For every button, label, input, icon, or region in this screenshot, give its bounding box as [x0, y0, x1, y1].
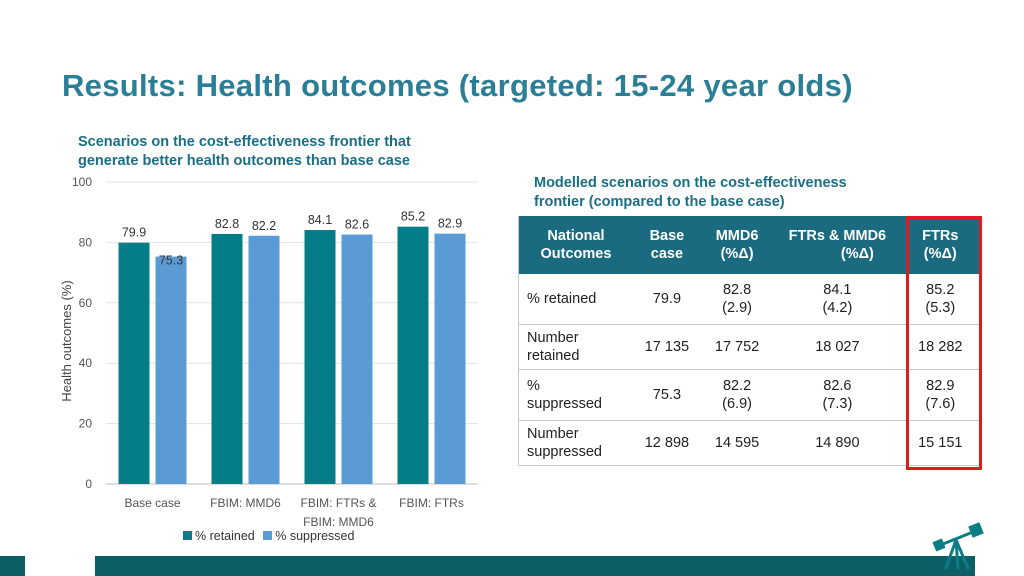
cell-mmd6: 82.2 (6.9): [700, 369, 774, 421]
cell-ftrs-mmd6: 18 027: [773, 324, 902, 370]
data-label-retained: 82.8: [215, 217, 239, 231]
y-tick-label: 80: [79, 235, 93, 249]
table-heading: Modelled scenarios on the cost-effective…: [534, 174, 847, 212]
table-header-row: National Outcomes Base case MMD6 (%Δ) FTRs …: [518, 216, 980, 274]
cell-mmd6: 14 595: [700, 420, 774, 466]
x-tick-label: Base case: [124, 496, 180, 510]
legend-item-retained: % retained: [183, 529, 258, 543]
row-label: % retained: [518, 274, 633, 325]
chart-legend: % retained % suppressed: [183, 529, 359, 543]
legend-swatch-retained: [183, 531, 192, 540]
x-tick-label: FBIM: MMD6: [210, 496, 281, 510]
telescope-icon: [932, 522, 984, 570]
cell-ftrs: 15 151: [901, 420, 980, 466]
cell-base: 75.3: [632, 369, 701, 421]
y-tick-label: 60: [79, 296, 93, 310]
x-tick-label: FBIM: FTRs &: [301, 496, 377, 510]
bar-suppressed: [341, 234, 373, 484]
bar-retained: [211, 233, 243, 484]
page-title: Results: Health outcomes (targeted: 15-2…: [62, 68, 853, 103]
cell-ftrs-mmd6: 82.6 (7.3): [773, 369, 902, 421]
cell-ftrs-mmd6: 84.1 (4.2): [773, 274, 902, 325]
bar-suppressed: [434, 233, 466, 484]
table-heading-line-2: frontier (compared to the base case): [534, 194, 785, 210]
health-outcomes-bar-chart: 0 20 40 60 80 100 Health outcomes (%) 79.9 75.3 B…: [59, 175, 478, 529]
legend-label-retained: % retained: [195, 529, 255, 543]
header-base-case: Base case: [632, 216, 701, 274]
y-tick-label: 0: [85, 477, 92, 491]
y-tick-label: 40: [79, 356, 93, 370]
cell-base: 17 135: [632, 324, 701, 370]
data-label-suppressed: 82.2: [252, 219, 276, 233]
cell-ftrs: 82.9 (7.6): [901, 369, 980, 421]
y-axis-title: Health outcomes (%): [59, 280, 74, 401]
legend-swatch-suppressed: [263, 531, 273, 540]
data-label-suppressed: 82.9: [438, 217, 462, 231]
header-ftrs-mmd6: FTRs & MMD6 (%Δ): [773, 216, 902, 274]
bar-suppressed: [155, 256, 187, 484]
bar-retained: [304, 230, 336, 484]
cell-base: 79.9: [632, 274, 701, 325]
header-ftrs: FTRs (%Δ): [901, 216, 980, 274]
table-row: % retained 79.9 82.8 (2.9) 84.1 (4.2) 85.2…: [518, 274, 980, 325]
header-mmd6: MMD6 (%Δ): [700, 216, 774, 274]
footer-bar-left: [0, 556, 25, 576]
cell-ftrs-mmd6: 14 890: [773, 420, 902, 466]
cell-base: 12 898: [632, 420, 701, 466]
data-label-suppressed: 75.3: [159, 254, 183, 268]
cell-ftrs: 18 282: [901, 324, 980, 370]
row-label: Number suppressed: [518, 420, 633, 466]
cell-mmd6: 17 752: [700, 324, 774, 370]
data-label-retained: 84.1: [308, 213, 332, 227]
table-row: % suppressed 75.3 82.2 (6.9) 82.6 (7.3) 82.…: [518, 369, 980, 421]
x-tick-label: FBIM: MMD6: [303, 515, 374, 529]
data-label-retained: 85.2: [401, 210, 425, 224]
bar-suppressed: [248, 235, 280, 484]
chart-heading-line-1: Scenarios on the cost-effectiveness fron…: [78, 134, 411, 150]
ftrs-column-highlight: [906, 216, 982, 470]
table-row: Number retained 17 135 17 752 18 027 18 2…: [518, 324, 980, 370]
bar-retained: [118, 242, 150, 484]
table-row: Number suppressed 12 898 14 595 14 890 15…: [518, 420, 980, 466]
table-heading-line-1: Modelled scenarios on the cost-effective…: [534, 175, 847, 191]
legend-label-suppressed: % suppressed: [275, 529, 355, 543]
row-label: Number retained: [518, 324, 633, 370]
cell-mmd6: 82.8 (2.9): [700, 274, 774, 325]
cell-ftrs: 85.2 (5.3): [901, 274, 980, 325]
y-tick-label: 100: [72, 175, 92, 189]
chart-heading: Scenarios on the cost-effectiveness fron…: [78, 133, 411, 171]
chart-heading-line-2: generate better health outcomes than bas…: [78, 153, 410, 169]
x-tick-label: FBIM: FTRs: [399, 496, 464, 510]
header-national-outcomes: National Outcomes: [518, 216, 633, 274]
data-label-retained: 79.9: [122, 226, 146, 240]
footer-bar: [95, 556, 975, 576]
row-label: % suppressed: [518, 369, 633, 421]
bar-retained: [397, 226, 429, 485]
y-tick-label: 20: [79, 417, 93, 431]
data-label-suppressed: 82.6: [345, 218, 369, 232]
legend-item-suppressed: % suppressed: [263, 529, 354, 543]
